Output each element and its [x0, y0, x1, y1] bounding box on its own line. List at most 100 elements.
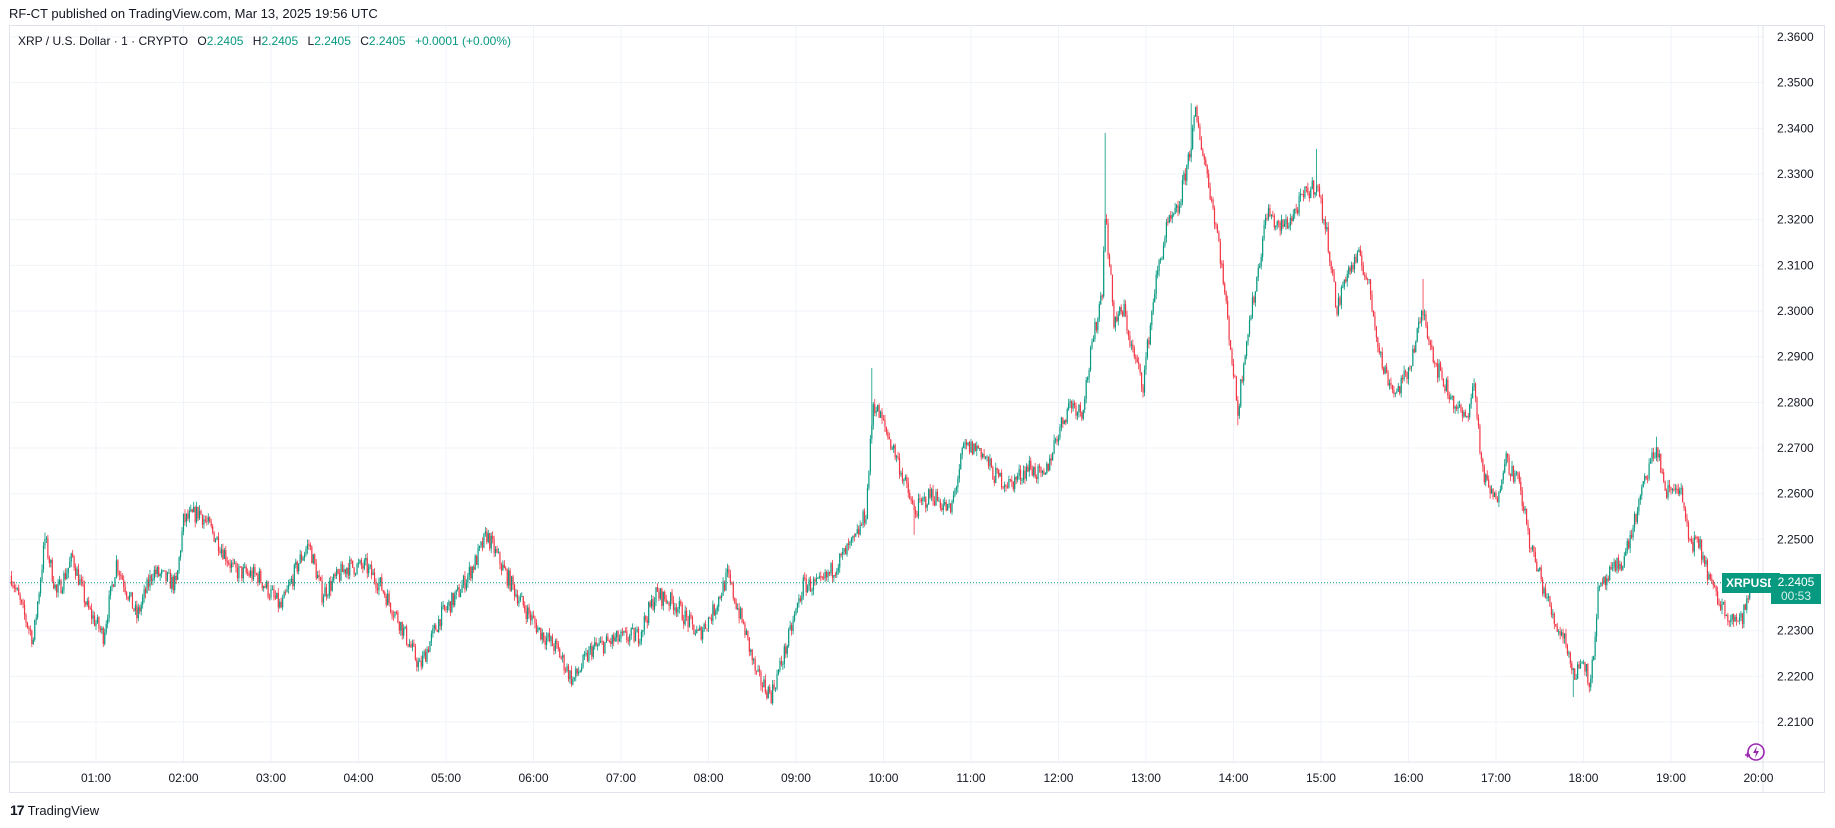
- lightning-circle-icon[interactable]: [1744, 741, 1766, 763]
- candle-body: [1001, 473, 1003, 488]
- candle-body: [722, 581, 724, 596]
- candle-body: [45, 538, 48, 540]
- tradingview-logo[interactable]: 17 TradingView: [10, 802, 99, 818]
- candle-body: [1725, 614, 1727, 616]
- candle-body: [1327, 227, 1329, 252]
- candle-body: [1474, 383, 1477, 398]
- candle-body: [984, 456, 987, 458]
- candle-body: [786, 645, 788, 654]
- candle: [1232, 358, 1235, 379]
- candle-body: [459, 592, 462, 597]
- candle: [944, 497, 946, 507]
- candle: [207, 513, 209, 525]
- candle-body: [264, 586, 266, 588]
- candle-body: [1063, 420, 1065, 424]
- candle: [715, 608, 717, 620]
- candle-body: [665, 599, 667, 603]
- candle-body: [1664, 481, 1666, 491]
- candle: [847, 538, 850, 551]
- candle-body: [1310, 189, 1312, 199]
- candle: [1256, 276, 1258, 292]
- candle-body: [1686, 518, 1688, 524]
- candle: [1590, 674, 1592, 691]
- candle: [1352, 262, 1354, 273]
- candle: [451, 591, 453, 613]
- candle: [1057, 434, 1060, 446]
- candle: [964, 438, 966, 450]
- candle: [295, 558, 297, 569]
- candle: [172, 574, 174, 595]
- candle: [371, 560, 373, 580]
- candle-body: [881, 411, 883, 419]
- candle-body: [1633, 514, 1636, 528]
- candle-body: [249, 570, 252, 577]
- candle-body: [398, 622, 400, 631]
- candle: [314, 553, 316, 565]
- candle: [162, 569, 164, 573]
- candle-body: [1490, 489, 1493, 494]
- candle-body: [1626, 541, 1628, 552]
- candle-body: [299, 554, 301, 564]
- candle-body: [595, 642, 597, 646]
- candle-body: [1658, 453, 1660, 458]
- candle-body: [130, 592, 132, 595]
- candle-body: [1728, 621, 1730, 623]
- published-caption: RF-CT published on TradingView.com, Mar …: [9, 6, 378, 21]
- candle: [1285, 214, 1287, 230]
- candle-body: [314, 554, 316, 564]
- candle: [942, 499, 944, 515]
- candle: [1333, 268, 1335, 283]
- candle-body: [659, 588, 661, 599]
- candle-body: [684, 610, 686, 625]
- candle-body: [792, 620, 794, 632]
- price-axis[interactable]: 2.36002.35002.34002.33002.32002.31002.30…: [1777, 30, 1814, 729]
- candle-body: [133, 608, 135, 611]
- candle-body: [1502, 472, 1504, 481]
- candle: [1222, 260, 1224, 286]
- candle: [1682, 485, 1684, 503]
- candle: [1178, 200, 1181, 215]
- candle-body: [427, 649, 430, 653]
- candle-body: [51, 559, 53, 582]
- candle: [1123, 299, 1125, 318]
- candle: [411, 639, 414, 652]
- candle-body: [206, 520, 208, 522]
- legend-symbol[interactable]: XRP / U.S. Dollar · 1 · CRYPTO: [18, 34, 189, 48]
- candle-body: [572, 679, 574, 685]
- candle: [890, 439, 892, 451]
- candle-body: [1689, 539, 1691, 541]
- candle: [656, 583, 659, 592]
- candle-body: [968, 442, 971, 453]
- candle: [1098, 301, 1100, 322]
- candle-body: [1199, 126, 1201, 140]
- time-axis[interactable]: 01:00 02:00 03:00 04:00 05:00 06:00 07:00 08:00…: [81, 771, 1774, 785]
- candle-body: [834, 575, 836, 577]
- candle: [621, 627, 624, 637]
- candle-body: [538, 627, 540, 629]
- candle: [505, 566, 507, 571]
- candle-body: [556, 640, 558, 644]
- candle-body: [1505, 453, 1507, 464]
- candle: [18, 584, 20, 596]
- candle: [532, 610, 535, 619]
- candle-body: [1577, 664, 1579, 679]
- candle: [477, 543, 479, 569]
- candle: [624, 627, 626, 633]
- candle: [1196, 104, 1198, 123]
- candle-body: [744, 623, 746, 636]
- candle: [1228, 315, 1230, 346]
- candle-body: [729, 574, 731, 583]
- candle-body: [1568, 652, 1570, 654]
- candle: [324, 582, 326, 597]
- candle-body: [1057, 437, 1060, 442]
- candle-body: [1413, 348, 1415, 353]
- candle: [1133, 345, 1135, 360]
- candle-body: [359, 560, 361, 563]
- candle-body: [731, 582, 733, 584]
- candle: [1030, 457, 1032, 471]
- candle-body: [602, 641, 605, 654]
- candle: [1517, 471, 1519, 479]
- candle: [102, 626, 104, 647]
- candle-body: [1741, 613, 1744, 624]
